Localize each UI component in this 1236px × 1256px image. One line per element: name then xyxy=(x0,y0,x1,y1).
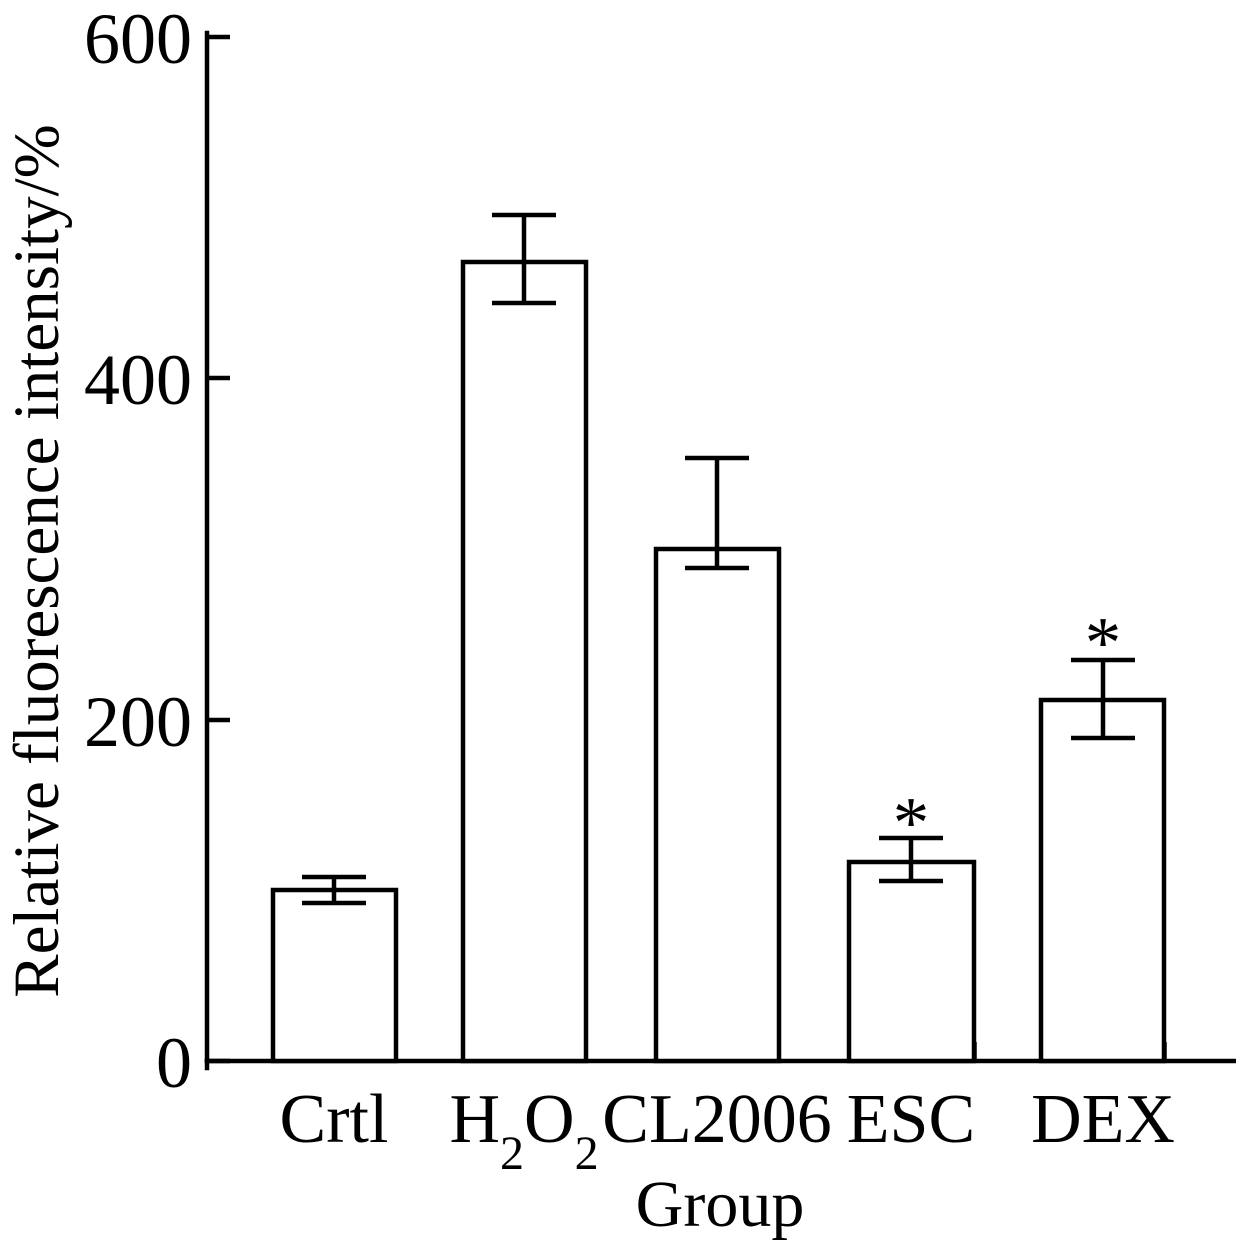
svg-text:*: * xyxy=(1085,602,1122,683)
svg-text:Relative fluorescence intensit: Relative fluorescence intensity/% xyxy=(1,124,73,998)
svg-text:0: 0 xyxy=(156,1023,192,1103)
svg-text:600: 600 xyxy=(84,0,192,79)
svg-text:*: * xyxy=(893,782,930,863)
svg-text:200: 200 xyxy=(84,682,192,762)
svg-text:DEX: DEX xyxy=(1031,1081,1175,1158)
svg-text:ESC: ESC xyxy=(847,1081,975,1158)
svg-text:CL2006: CL2006 xyxy=(602,1081,831,1158)
svg-text:400: 400 xyxy=(84,340,192,420)
svg-text:Group: Group xyxy=(636,1168,805,1241)
svg-text:Crtl: Crtl xyxy=(280,1081,389,1158)
